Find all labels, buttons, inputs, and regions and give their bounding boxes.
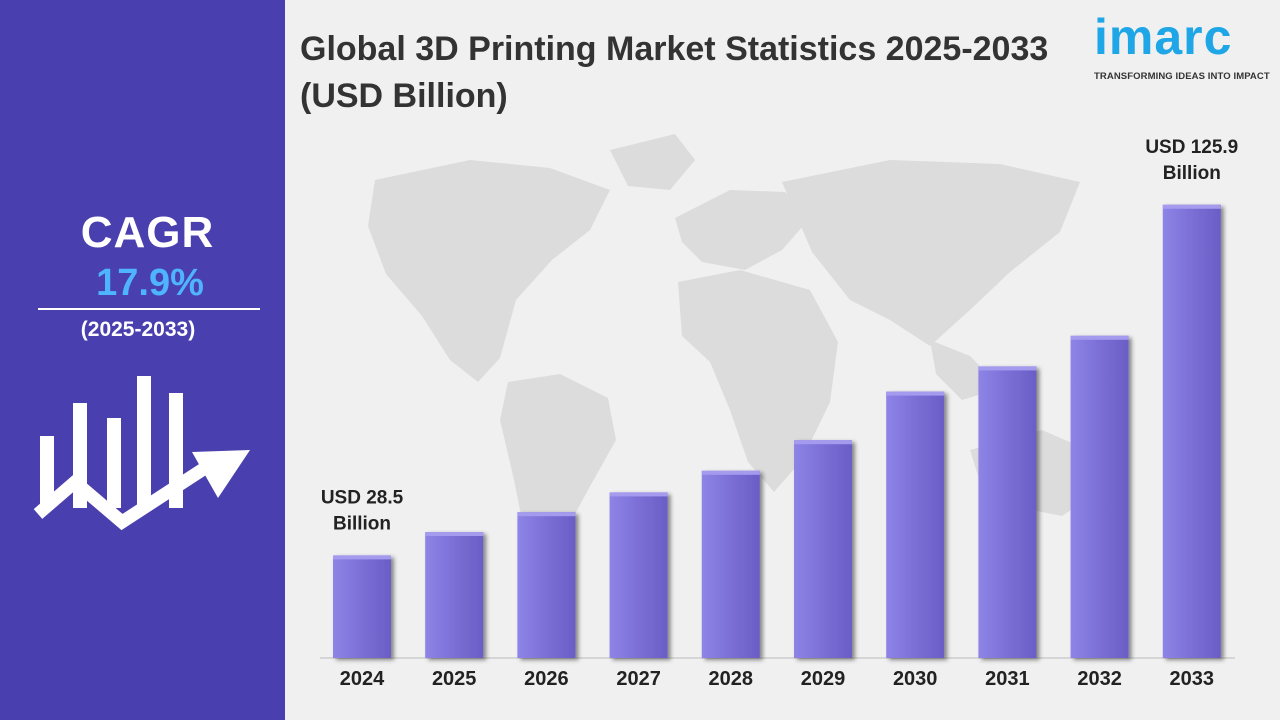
bar-2029 [794,440,852,658]
bar-2032 [1070,335,1129,658]
bar-2031 [978,366,1037,658]
x-tick-label: 2032 [1077,668,1122,690]
cagr-divider [38,308,260,310]
bar-2030 [886,391,945,658]
bar-cap-2025 [425,532,484,536]
x-tick-label: 2031 [985,668,1030,690]
x-tick-label: 2026 [524,668,569,690]
left-panel [0,0,285,720]
bar-cap-2031 [978,366,1037,371]
x-tick-label: 2028 [709,668,754,690]
bar-cap-2028 [701,470,760,475]
bar-cap-2024 [333,555,391,560]
data-label: USD 125.9 [1145,137,1238,158]
bar-cap-2032 [1070,335,1129,340]
cagr-value: 17.9% [96,262,204,304]
x-tick-label: 2027 [616,668,661,690]
bar-2033 [1162,204,1221,658]
bar-2024 [333,555,391,658]
bar-cap-2026 [517,512,576,517]
logo-text: imarc [1094,9,1233,65]
bar-2028 [701,470,760,658]
cagr-period: (2025-2033) [80,318,196,341]
cagr-label: CAGR [80,208,215,257]
chart-title: Global 3D Printing Market Statistics 202… [300,30,1049,115]
x-tick-label: 2030 [893,668,938,690]
x-tick-label: 2029 [801,668,846,690]
bar-chart: USD 28.5 Billion USD 125.9 Billion 2024 2025… [320,134,1238,690]
bar-2027 [609,492,668,658]
data-label: Billion [1163,163,1221,184]
x-tick-label: 2033 [1170,668,1215,690]
x-tick-label: 2024 [340,668,385,690]
bar-chart-growth-arrow-icon [33,376,250,531]
data-label: Billion [333,513,391,534]
bar-cap-2029 [794,440,852,445]
bar-2026 [517,512,576,658]
bar-cap-2027 [609,492,668,497]
bar-2025 [425,532,484,658]
bar-cap-2030 [886,391,945,396]
data-label: USD 28.5 [321,487,404,508]
logo-tagline: TRANSFORMING IDEAS INTO IMPACT [1094,71,1270,82]
bar-cap-2033 [1162,204,1221,209]
imarc-logo: imarc TRANSFORMING IDEAS INTO IMPACT [1092,9,1270,84]
x-tick-label: 2025 [432,668,477,690]
